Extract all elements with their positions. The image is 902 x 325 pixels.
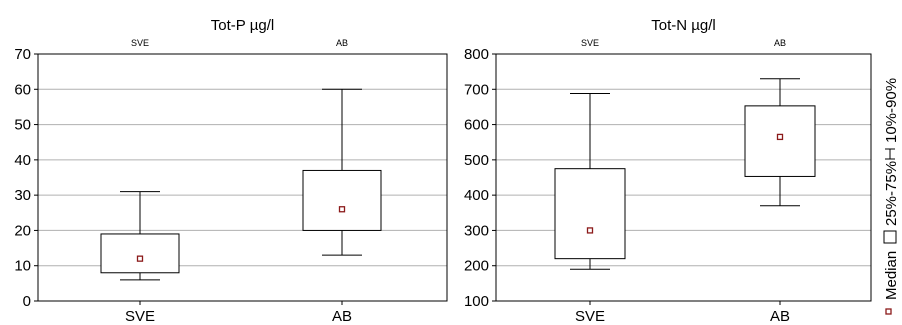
plot-frame <box>495 53 872 302</box>
y-tick-label: 200 <box>464 258 489 275</box>
y-tick-label: 100 <box>464 293 489 310</box>
y-tick-label: 30 <box>14 187 31 204</box>
chart-panel-tot-n: Tot-N µg/l 100 200 300 400 500 600 700 800 SVE SVE… <box>464 17 872 325</box>
median-marker <box>776 133 784 141</box>
y-tick-label: 700 <box>464 81 489 98</box>
chart-panel-tot-p: Tot-P µg/l 0 10 20 30 40 50 60 70 SVE SVE AB AB <box>14 17 448 325</box>
median-marker <box>338 206 346 213</box>
x-category-label-top: AB <box>336 38 348 48</box>
chart-title: Tot-P µg/l <box>211 17 274 34</box>
y-tick-label: 600 <box>464 117 489 134</box>
chart-legend: Median 25%-75% 10%-90% <box>883 78 900 315</box>
y-tick-label: 500 <box>464 152 489 169</box>
y-tick-label: 10 <box>14 258 31 275</box>
x-category-label: AB <box>770 308 790 325</box>
box-iqr <box>554 168 626 260</box>
box-iqr <box>302 169 382 231</box>
legend-median-marker <box>885 308 892 315</box>
legend-median-label: Median <box>883 251 900 300</box>
y-tick-label: 300 <box>464 222 489 239</box>
y-tick-label: 70 <box>14 46 31 63</box>
legend-box-swatch <box>883 230 897 244</box>
y-tick-label: 800 <box>464 46 489 63</box>
median-marker <box>136 255 144 262</box>
x-category-label-top: SVE <box>131 38 149 48</box>
y-tick-label: 60 <box>14 81 31 98</box>
x-category-label-top: SVE <box>581 38 599 48</box>
y-tick-label: 20 <box>14 222 31 239</box>
y-tick-label: 40 <box>14 152 31 169</box>
y-tick-label: 0 <box>23 293 31 310</box>
x-category-label: AB <box>332 308 352 325</box>
plot-frame <box>37 53 448 302</box>
median-marker <box>586 227 594 234</box>
y-tick-label: 50 <box>14 117 31 134</box>
y-tick-label: 400 <box>464 187 489 204</box>
x-category-label: SVE <box>125 308 155 325</box>
legend-group: Median 25%-75% 10%-90% <box>883 78 900 315</box>
chart-title: Tot-N µg/l <box>651 17 716 34</box>
x-category-label-top: AB <box>774 38 786 48</box>
x-category-label: SVE <box>575 308 605 325</box>
legend-whisker-label: 10%-90% <box>883 78 900 143</box>
box-iqr <box>744 105 816 177</box>
legend-box-label: 25%-75% <box>883 161 900 226</box>
box-iqr <box>100 233 180 274</box>
